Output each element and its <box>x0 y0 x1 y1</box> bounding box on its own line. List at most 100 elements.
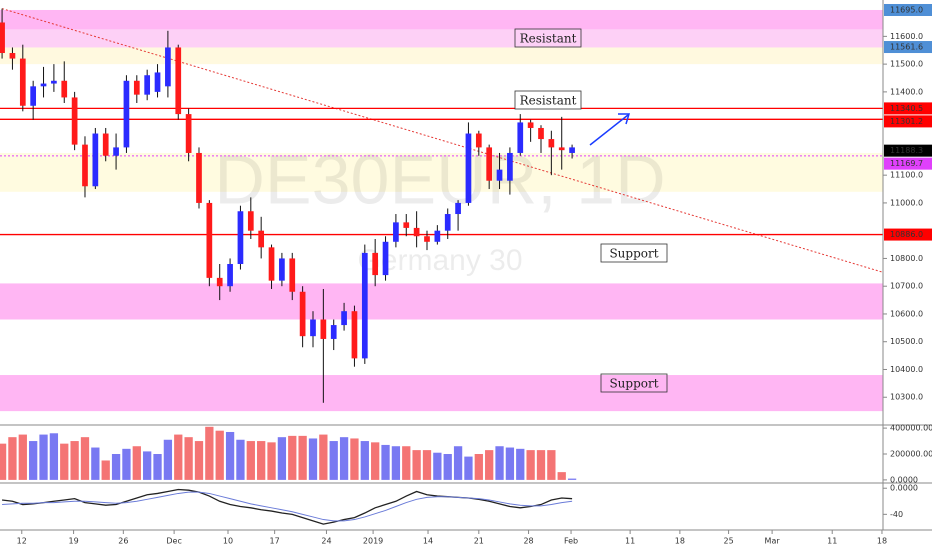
volume-bar <box>360 441 369 480</box>
candle-body <box>71 97 78 145</box>
volume-bar <box>215 430 224 480</box>
candle-body <box>496 169 503 181</box>
y-tick-label: 10600.0 <box>890 309 923 318</box>
price-label-bg <box>884 144 932 157</box>
volume-bar <box>236 439 245 480</box>
annotation: Resistant <box>520 94 577 108</box>
candle-body <box>569 147 575 153</box>
volume-bar <box>246 441 255 480</box>
volume-bar <box>101 460 110 480</box>
price-label-bg <box>884 157 932 170</box>
candle-body <box>196 152 202 203</box>
volume-bar <box>39 434 48 480</box>
price-label: 11340.5 <box>890 104 923 113</box>
volume-bar <box>8 437 17 480</box>
volume-bar <box>225 431 235 480</box>
price-label: 11301.2 <box>890 117 923 126</box>
candle-body <box>92 133 99 187</box>
candle-body <box>144 75 151 95</box>
volume-bar <box>80 437 90 480</box>
volume-bar <box>184 437 193 480</box>
oscillator-line <box>1 488 573 525</box>
candle-body <box>289 258 296 292</box>
candle-body <box>133 80 140 95</box>
volume-bar <box>433 452 442 480</box>
volume-bar <box>391 446 401 480</box>
candle-body <box>517 122 524 153</box>
volume-bar <box>91 447 100 480</box>
price-label-bg <box>884 115 932 128</box>
candle-body <box>320 319 327 339</box>
candle-body <box>268 247 275 281</box>
candle-body <box>351 311 358 359</box>
y-tick-label: 11600.0 <box>890 32 923 41</box>
annotation: Support <box>609 247 658 261</box>
volume-bar <box>443 454 452 480</box>
x-tick-label: 10 <box>223 537 233 546</box>
volume-bar <box>122 448 131 480</box>
y-tick-label: 10300.0 <box>890 393 923 402</box>
volume-bar <box>516 448 525 480</box>
candle-body <box>206 202 213 278</box>
candle-body <box>227 263 233 287</box>
zone <box>0 375 883 412</box>
volume-bar <box>339 437 349 480</box>
price-label: 10886.0 <box>890 230 923 239</box>
volume-bar <box>422 450 432 480</box>
volume-bar <box>350 438 359 480</box>
candle-body <box>82 144 88 187</box>
volume-bar <box>412 450 421 480</box>
candle-body <box>382 241 389 276</box>
candle-body <box>247 211 254 231</box>
candle-body <box>299 291 306 337</box>
candle-body <box>19 58 26 106</box>
candle-body <box>9 53 16 59</box>
x-tick-label: 18 <box>877 537 887 546</box>
candle-body <box>475 133 482 148</box>
y-tick-label: -40 <box>890 510 903 519</box>
price-label-bg <box>884 102 932 115</box>
candle-body <box>403 222 410 228</box>
candle-body <box>216 277 223 287</box>
volume-bar <box>29 441 38 480</box>
volume-bar <box>298 435 307 480</box>
y-tick-label: 11000.0 <box>890 198 923 207</box>
x-tick-label: 26 <box>118 537 128 546</box>
annotation-box <box>600 373 668 393</box>
candle-body <box>30 86 37 106</box>
volume-bar <box>526 450 535 480</box>
volume-bar <box>174 434 183 480</box>
annotation: Resistant <box>520 32 577 46</box>
y-tick-label: 10400.0 <box>890 365 923 374</box>
annotation-box <box>514 90 582 110</box>
candle-body <box>154 72 161 92</box>
candle-body <box>61 80 68 98</box>
candle-body <box>0 22 5 54</box>
watermark-name: Germany 30 <box>357 244 522 277</box>
volume-bar <box>49 433 59 480</box>
price-label: 11695.0 <box>890 5 923 14</box>
volume-bar <box>319 434 328 480</box>
volume-bar <box>371 442 380 480</box>
candle-body <box>237 211 244 264</box>
volume-bar <box>0 443 7 480</box>
candle-body <box>123 80 130 148</box>
candle-body <box>175 47 182 115</box>
arrow-head <box>618 113 631 125</box>
volume-bar <box>163 439 173 480</box>
volume-bar <box>267 442 276 480</box>
candle-body <box>258 230 265 248</box>
y-tick-label: 400000.0000 <box>890 424 932 433</box>
x-tick-label: 19 <box>68 537 78 546</box>
volume-bar <box>474 454 483 480</box>
price-label: 11561.6 <box>890 43 923 52</box>
volume-bar <box>557 472 566 480</box>
candle-body <box>51 80 57 84</box>
volume-bar <box>288 435 297 480</box>
candle-body <box>102 133 109 156</box>
volume-bar <box>143 451 152 480</box>
candle-body <box>538 127 544 140</box>
x-tick-label: 2019 <box>363 537 383 546</box>
volume-bar <box>153 454 162 480</box>
